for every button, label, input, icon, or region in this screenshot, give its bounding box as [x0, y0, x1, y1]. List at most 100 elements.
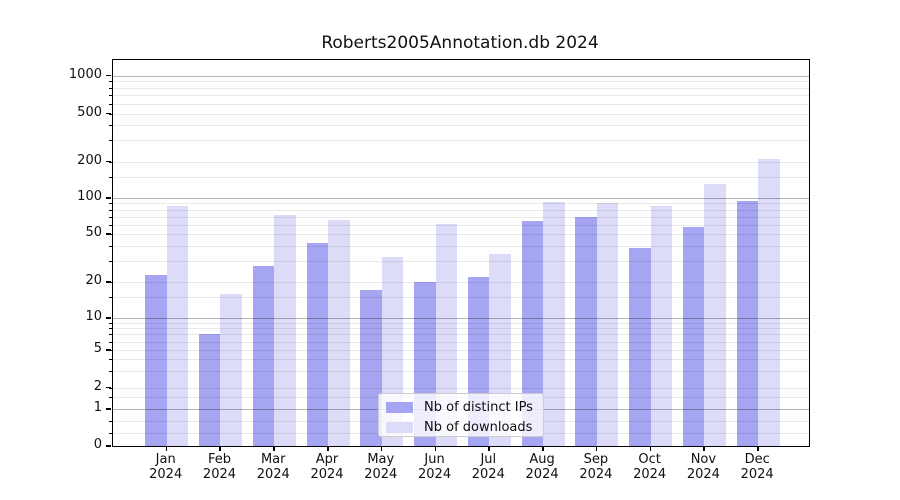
y-tick-label: 10	[85, 309, 102, 324]
x-tick-label: May 2024	[364, 452, 398, 482]
gridline-minor	[113, 176, 809, 178]
gridline-minor	[113, 341, 809, 343]
y-tick	[106, 317, 111, 319]
y-tick-minor	[109, 282, 112, 283]
y-tick-minor	[109, 216, 112, 218]
y-tick-minor	[109, 234, 112, 235]
gridline-minor	[113, 87, 809, 89]
x-tick-label: Apr 2024	[310, 452, 344, 482]
bar-downloads-sep	[596, 203, 619, 446]
gridline-minor	[113, 125, 809, 127]
bar-downloads-feb	[220, 293, 242, 446]
y-tick-label: 500	[77, 104, 102, 120]
x-tick	[649, 446, 652, 451]
gridline-minor	[113, 113, 809, 115]
y-tick	[106, 386, 111, 389]
gridline-major	[113, 318, 809, 319]
legend-item-distinct-ips: Nb of distinct IPs	[386, 398, 543, 416]
bar-downloads-jun	[435, 223, 458, 446]
y-tick	[106, 408, 111, 410]
bar-distinct-ips-oct	[629, 248, 651, 446]
bar-downloads-mar	[274, 215, 296, 446]
x-tick	[488, 446, 490, 451]
x-tick-label: Mar 2024	[256, 452, 290, 482]
gridline-minor	[113, 234, 809, 235]
gridline-minor	[113, 371, 809, 373]
y-tick-label: 2	[93, 378, 102, 394]
y-tick-minor	[109, 81, 112, 83]
gridline-minor	[113, 260, 809, 262]
y-tick-minor	[109, 224, 112, 226]
y-tick-minor	[109, 209, 112, 211]
x-tick	[757, 446, 759, 451]
x-tick-label: Nov 2024	[686, 452, 720, 482]
y-tick-label: 100	[77, 189, 102, 204]
bar-downloads-apr	[328, 220, 350, 446]
y-tick-minor	[109, 433, 112, 435]
legend-swatch-downloads	[386, 421, 413, 433]
bar-distinct-ips-may	[360, 290, 382, 446]
y-tick-minor	[109, 334, 112, 336]
y-tick	[106, 74, 111, 76]
gridline-minor	[113, 224, 809, 226]
gridline-minor	[113, 103, 809, 105]
y-tick-label: 20	[85, 273, 102, 288]
x-tick-label: Jun 2024	[418, 452, 452, 482]
x-tick-label: Jan 2024	[149, 452, 183, 482]
x-tick	[165, 446, 168, 451]
y-tick	[106, 197, 111, 199]
y-tick-minor	[109, 341, 112, 343]
y-tick-minor	[109, 245, 112, 247]
x-tick-label: Sep 2024	[579, 452, 613, 482]
legend-label-downloads: Nb of downloads	[424, 419, 533, 435]
y-tick	[106, 445, 111, 447]
gridline-minor	[113, 140, 809, 142]
plot-area	[109, 59, 810, 447]
gridline-minor	[113, 350, 809, 351]
bar-distinct-ips-sep	[575, 216, 597, 446]
x-tick	[703, 446, 705, 451]
legend-item-downloads: Nb of downloads	[386, 418, 543, 436]
y-tick-minor	[109, 95, 112, 97]
gridline-minor	[113, 328, 809, 330]
y-tick-minor	[109, 328, 112, 330]
gridline-minor	[113, 161, 809, 163]
gridline-major	[113, 198, 809, 199]
y-tick-minor	[109, 140, 112, 142]
bar-distinct-ips-aug	[521, 221, 544, 446]
gridline-minor	[113, 216, 809, 218]
gridline-minor	[113, 296, 809, 298]
x-tick	[273, 446, 275, 451]
x-tick	[542, 446, 544, 451]
chart-title: Roberts2005Annotation.db 2024	[321, 33, 599, 53]
y-tick-minor	[109, 87, 112, 89]
gridline-minor	[113, 245, 809, 247]
gridline-major	[113, 75, 809, 77]
x-tick-label: Jul 2024	[471, 452, 505, 482]
bar-downloads-jan	[166, 205, 189, 446]
bar-downloads-dec	[758, 159, 780, 446]
legend-swatch-distinct-ips	[386, 401, 413, 413]
y-tick	[106, 112, 111, 114]
bar-distinct-ips-dec	[736, 200, 759, 446]
y-tick-label: 200	[77, 152, 102, 168]
y-tick-minor	[109, 260, 112, 262]
bar-downloads-aug	[543, 202, 565, 446]
y-tick-minor	[109, 161, 112, 163]
y-tick	[106, 281, 111, 283]
gridline-minor	[113, 322, 809, 324]
x-tick-label: Dec 2024	[740, 452, 774, 482]
y-tick-minor	[109, 371, 112, 373]
y-tick-minor	[109, 203, 112, 205]
x-tick-label: Feb 2024	[202, 452, 237, 482]
gridline-minor	[113, 282, 809, 283]
y-tick-minor	[109, 359, 112, 361]
y-tick-minor	[109, 350, 112, 351]
x-tick	[434, 446, 437, 451]
bar-distinct-ips-apr	[306, 243, 328, 446]
x-tick	[327, 446, 329, 451]
gridline-minor	[113, 387, 809, 389]
legend: Nb of distinct IPs Nb of downloads	[378, 393, 544, 437]
x-tick	[219, 446, 221, 451]
